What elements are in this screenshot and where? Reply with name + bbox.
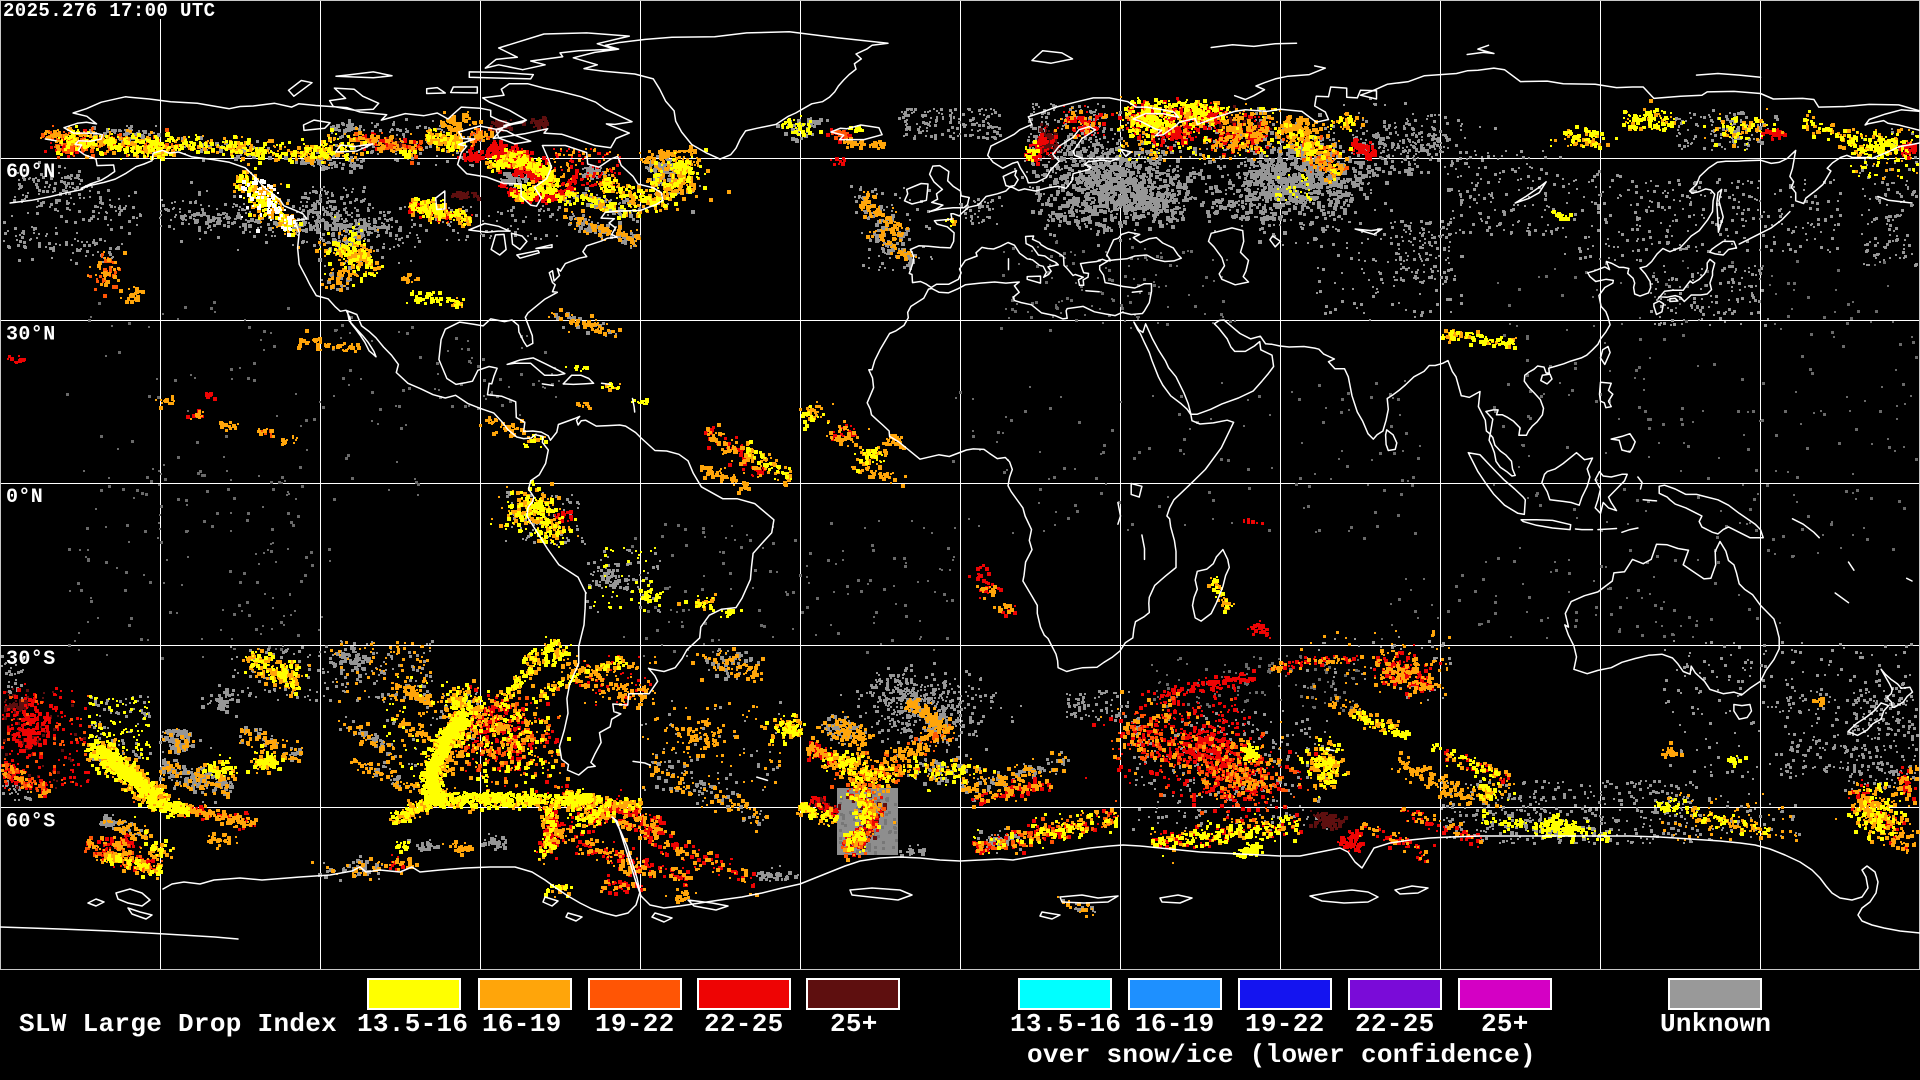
svg-text:SLW Large Drop Index: SLW Large Drop Index xyxy=(19,1009,337,1039)
svg-text:over snow/ice (lower confidenc: over snow/ice (lower confidence) xyxy=(1027,1040,1536,1070)
svg-text:13.5-16: 13.5-16 xyxy=(1010,1009,1121,1039)
svg-text:Unknown: Unknown xyxy=(1660,1009,1771,1039)
svg-text:25+: 25+ xyxy=(830,1009,878,1039)
svg-text:25+: 25+ xyxy=(1481,1009,1529,1039)
svg-text:19-22: 19-22 xyxy=(1245,1009,1325,1039)
svg-text:22-25: 22-25 xyxy=(1355,1009,1435,1039)
svg-text:22-25: 22-25 xyxy=(704,1009,784,1039)
svg-text:2025.276 17:00 UTC: 2025.276 17:00 UTC xyxy=(3,0,215,22)
svg-text:30°S: 30°S xyxy=(6,648,56,671)
svg-text:60°S: 60°S xyxy=(6,811,56,834)
svg-text:16-19: 16-19 xyxy=(1135,1009,1215,1039)
svg-text:19-22: 19-22 xyxy=(595,1009,675,1039)
svg-text:13.5-16: 13.5-16 xyxy=(357,1009,468,1039)
svg-text:16-19: 16-19 xyxy=(482,1009,562,1039)
svg-text:0°N: 0°N xyxy=(6,486,43,509)
svg-text:30°N: 30°N xyxy=(6,323,56,346)
svg-text:60°N: 60°N xyxy=(6,161,56,184)
